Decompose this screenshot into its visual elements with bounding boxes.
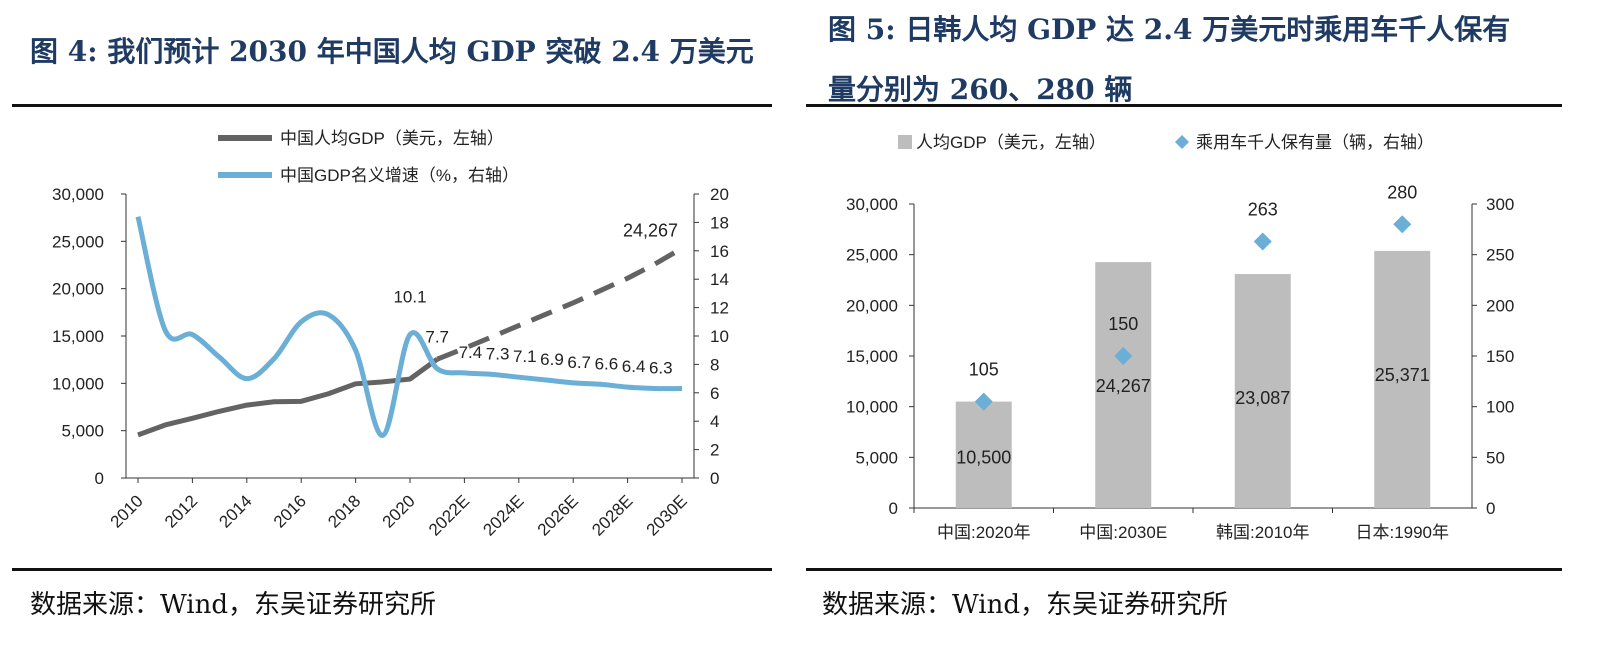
right-y-tick-label: 250: [1486, 246, 1514, 265]
bar: [955, 401, 1012, 508]
right-chart-title: 图 5: 日韩人均 GDP 达 2.4 万美元时乘用车千人保有 量分别为 260…: [828, 0, 1588, 120]
x-category-label: 韩国:2010年: [1216, 523, 1310, 542]
right-y-tick-label: 18: [710, 213, 729, 232]
left-y-tick-label: 0: [889, 499, 898, 518]
right-source: 数据来源：Wind，东吴证券研究所: [822, 590, 1228, 620]
left-y-tick-label: 5,000: [855, 448, 898, 467]
x-tick-label: 2012: [161, 491, 201, 531]
left-panel: 图 4: 我们预计 2030 年中国人均 GDP 突破 2.4 万美元 中国人均…: [0, 0, 800, 648]
data-label-growth: 6.7: [567, 353, 591, 372]
right-panel: 图 5: 日韩人均 GDP 达 2.4 万美元时乘用车千人保有 量分别为 260…: [806, 0, 1618, 648]
bar: [1095, 262, 1152, 508]
x-tick-label: 2028E: [588, 491, 636, 539]
left-chart: 中国人均GDP（美元，左轴） 中国GDP名义增速（%，右轴） 0 5,000 10,00…: [52, 129, 729, 540]
left-y-tick-label: 30,000: [846, 195, 898, 214]
x-tick-label: 2010: [107, 491, 147, 531]
data-label-gdp-2030: 24,267: [623, 220, 678, 240]
bar-value-label: 10,500: [956, 448, 1011, 468]
right-y-tick-label: 0: [710, 469, 719, 488]
x-tick-label: 2024E: [479, 491, 527, 539]
right-title-line1: 图 5: 日韩人均 GDP 达 2.4 万美元时乘用车千人保有: [828, 13, 1511, 46]
data-label-growth: 6.4: [622, 357, 646, 376]
series-line-gdp-actual: [137, 357, 439, 438]
data-label-growth: 6.9: [540, 350, 564, 369]
left-y-tick-label: 25,000: [846, 246, 898, 265]
x-category-label: 日本:1990年: [1355, 523, 1449, 542]
left-y-tick-label: 5,000: [61, 422, 104, 441]
right-top-rule: [806, 104, 1562, 107]
ownership-value-label: 280: [1387, 182, 1417, 202]
left-y-tick-label: 10,000: [52, 374, 104, 393]
x-tick-label: 2026E: [534, 491, 582, 539]
data-label-growth: 7.1: [513, 347, 537, 366]
bar-value-label: 24,267: [1096, 376, 1151, 396]
bar-value-label: 25,371: [1375, 365, 1430, 385]
right-y-tick-label: 14: [710, 270, 729, 289]
ownership-marker: [1253, 232, 1272, 251]
left-y-tick-label: 20,000: [846, 296, 898, 315]
left-y-tick-label: 15,000: [52, 327, 104, 346]
ownership-marker: [974, 392, 993, 411]
x-tick-label: 2014: [215, 491, 255, 531]
left-source: 数据来源：Wind，东吴证券研究所: [30, 590, 436, 620]
series-line-growth: [135, 216, 683, 438]
right-y-tick-label: 200: [1486, 296, 1514, 315]
x-tick-label: 2022E: [425, 491, 473, 539]
data-label-growth: 7.7: [425, 328, 449, 347]
ownership-value-label: 150: [1108, 314, 1138, 334]
ownership-value-label: 263: [1248, 199, 1278, 219]
data-label-growth: 7.3: [486, 344, 510, 363]
data-label-growth: 10.1: [393, 288, 426, 307]
right-y-tick-label: 0: [1486, 499, 1495, 518]
legend-label-growth: 中国GDP名义增速（%，右轴）: [280, 166, 519, 185]
right-y-tick-label: 6: [710, 384, 719, 403]
left-top-rule: [12, 104, 772, 107]
legend-label-gdp: 中国人均GDP（美元，左轴）: [280, 129, 504, 148]
x-category-label: 中国:2020年: [937, 523, 1031, 542]
right-y-tick-label: 2: [710, 441, 719, 460]
x-tick-label: 2020: [379, 491, 419, 531]
x-tick-label: 2030E: [643, 491, 691, 539]
legend-swatch-ownership: [1175, 135, 1189, 149]
ownership-value-label: 105: [969, 360, 999, 380]
bar: [1374, 250, 1431, 508]
left-y-tick-label: 25,000: [52, 232, 104, 251]
left-bottom-rule: [12, 568, 772, 571]
bar: [1234, 274, 1291, 508]
right-y-tick-label: 12: [710, 299, 729, 318]
right-bottom-rule: [806, 568, 1562, 571]
right-y-tick-label: 300: [1486, 195, 1514, 214]
left-y-tick-label: 10,000: [846, 398, 898, 417]
ownership-marker: [1114, 347, 1133, 365]
right-y-tick-label: 150: [1486, 347, 1514, 366]
legend-label-ownership: 乘用车千人保有量（辆，右轴）: [1196, 133, 1434, 152]
right-y-tick-label: 50: [1486, 448, 1505, 467]
left-chart-title: 图 4: 我们预计 2030 年中国人均 GDP 突破 2.4 万美元: [30, 35, 754, 68]
x-category-label: 中国:2030E: [1079, 523, 1167, 542]
left-y-tick-label: 20,000: [52, 280, 104, 299]
x-tick-label: 2016: [270, 491, 310, 531]
data-label-growth: 6.6: [595, 354, 619, 373]
data-label-growth: 6.3: [649, 359, 673, 378]
right-y-tick-label: 4: [710, 412, 719, 431]
series-line-gdp-projected: [436, 246, 684, 362]
left-y-tick-label: 30,000: [52, 185, 104, 204]
right-y-tick-label: 16: [710, 242, 729, 261]
legend-swatch-gdp: [898, 135, 912, 149]
right-y-tick-label: 20: [710, 185, 729, 204]
legend-label-gdp: 人均GDP（美元，左轴）: [916, 133, 1106, 152]
x-tick-label: 2018: [324, 491, 364, 531]
right-y-tick-label: 8: [710, 355, 719, 374]
bar-value-label: 23,087: [1235, 388, 1290, 408]
left-y-tick-label: 15,000: [846, 347, 898, 366]
right-y-tick-label: 10: [710, 327, 729, 346]
right-title-line2: 量分别为 260、280 辆: [828, 73, 1133, 106]
data-label-growth: 7.4: [459, 343, 483, 362]
right-chart: 人均GDP（美元，左轴） 乘用车千人保有量（辆，右轴） 0 5,000 10,000 15…: [846, 133, 1514, 542]
right-y-tick-label: 100: [1486, 398, 1514, 417]
left-y-tick-label: 0: [95, 469, 104, 488]
ownership-marker: [1393, 215, 1412, 234]
